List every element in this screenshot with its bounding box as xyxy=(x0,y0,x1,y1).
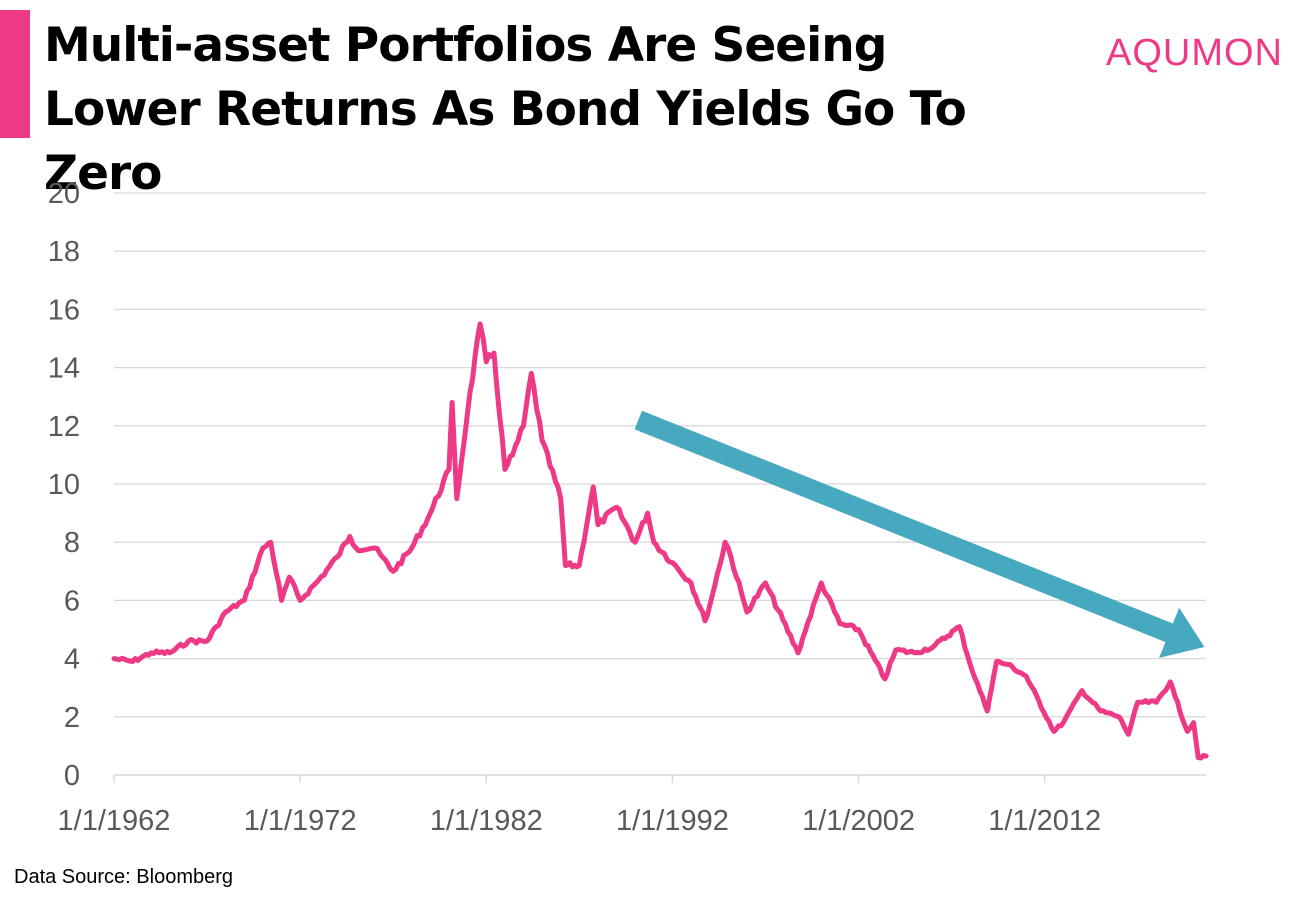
data-source-note: Data Source: Bloomberg xyxy=(14,866,234,888)
y-tick-label: 20 xyxy=(48,178,80,210)
y-tick-label: 18 xyxy=(48,236,80,268)
y-tick-label: 8 xyxy=(64,527,80,559)
x-tick-label: 1/1/1962 xyxy=(58,805,171,837)
x-axis: 1/1/1962 1/1/1972 1/1/1982 1/1/1992 1/1/2002… xyxy=(58,774,1206,837)
y-tick-label: 0 xyxy=(64,760,80,792)
brand-logo: AQUMON xyxy=(1106,32,1283,74)
y-tick-label: 16 xyxy=(48,294,80,326)
title-accent-bar xyxy=(0,10,30,138)
y-tick-label: 6 xyxy=(64,585,80,617)
x-tick-label: 1/1/2002 xyxy=(802,805,915,837)
chart-grid xyxy=(114,192,1206,776)
yield-series-line xyxy=(111,321,1209,761)
chart-annotations xyxy=(634,410,1205,658)
chart-series xyxy=(111,321,1209,761)
trend-arrow xyxy=(634,410,1205,658)
x-tick-label: 1/1/1992 xyxy=(616,805,729,837)
y-tick-label: 12 xyxy=(48,411,80,443)
x-tick-label: 1/1/1972 xyxy=(244,805,357,837)
x-tick-label: 1/1/1982 xyxy=(430,805,543,837)
chart-title: Multi-asset Portfolios Are Seeing Lower … xyxy=(44,18,967,201)
y-tick-label: 4 xyxy=(64,644,80,676)
y-tick-label: 10 xyxy=(48,469,80,501)
x-tick-label: 1/1/2012 xyxy=(988,805,1101,837)
y-axis: 0 2 4 6 8 10 12 14 16 18 20 xyxy=(48,178,80,792)
y-tick-label: 14 xyxy=(48,353,80,385)
y-tick-label: 2 xyxy=(64,702,80,734)
